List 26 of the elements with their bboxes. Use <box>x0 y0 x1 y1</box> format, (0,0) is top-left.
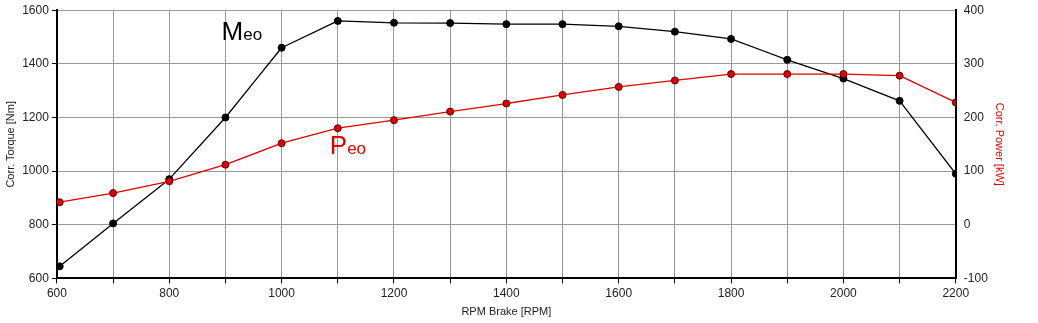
x-tick-label: 2200 <box>942 285 970 300</box>
x-axis-title: RPM Brake [RPM] <box>461 305 552 318</box>
y2-tick-label: 200 <box>963 109 985 124</box>
y-tick-label: 1200 <box>22 109 50 124</box>
x-tick-label: 600 <box>46 285 68 300</box>
x-tick-label: 1400 <box>492 285 521 300</box>
y2-tick-label: -100 <box>963 270 989 285</box>
y-tick-label: 1600 <box>22 2 50 17</box>
y2-tick-label: 300 <box>963 56 985 71</box>
series-label: Peo <box>329 130 367 161</box>
x-tick-label: 1800 <box>717 285 745 300</box>
x-tick-label: 2000 <box>830 285 858 300</box>
y-tick-label: 600 <box>28 270 50 285</box>
y2-axis-title: Corr. Power [kW] <box>994 102 1007 186</box>
y2-tick-label: 400 <box>963 2 985 17</box>
y-tick-label: 1000 <box>22 163 50 178</box>
x-tick-label: 1200 <box>380 285 408 300</box>
x-tick-label: 1000 <box>268 285 296 300</box>
y-axis-title: Corr. Torque [Nm] <box>3 101 16 188</box>
y-tick-label: 800 <box>28 217 50 232</box>
series-label: Meo <box>221 15 263 46</box>
x-tick-label: 1600 <box>605 285 633 300</box>
x-tick-label: 800 <box>159 285 180 300</box>
y2-tick-label: 0 <box>963 217 971 232</box>
y-tick-label: 1400 <box>22 56 50 71</box>
y2-tick-label: 100 <box>963 163 985 178</box>
